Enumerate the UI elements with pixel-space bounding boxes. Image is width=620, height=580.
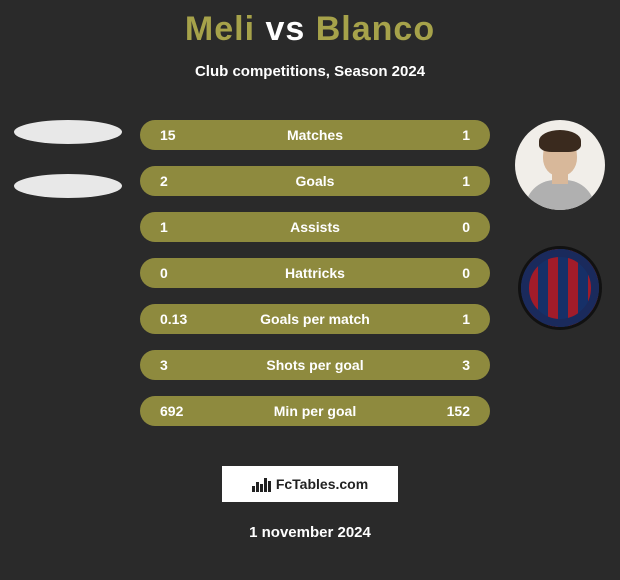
player2-name: Blanco <box>316 10 435 48</box>
player2-avatar <box>515 120 605 210</box>
brand-text: FcTables.com <box>276 476 368 492</box>
stat-right-value: 0 <box>410 219 470 235</box>
stat-label: Min per goal <box>220 403 410 419</box>
stats-area: 15Matches12Goals11Assists00Hattricks00.1… <box>0 120 620 460</box>
left-badges <box>14 120 126 228</box>
stat-right-value: 1 <box>410 127 470 143</box>
stat-row: 3Shots per goal3 <box>140 350 490 380</box>
stat-left-value: 0.13 <box>160 311 220 327</box>
player1-name: Meli <box>185 10 255 48</box>
stat-left-value: 0 <box>160 265 220 281</box>
placeholder-ellipse <box>14 174 122 198</box>
stat-left-value: 3 <box>160 357 220 373</box>
placeholder-ellipse <box>14 120 122 144</box>
stat-label: Hattricks <box>220 265 410 281</box>
stat-row: 0Hattricks0 <box>140 258 490 288</box>
stat-row: 692Min per goal152 <box>140 396 490 426</box>
stat-rows: 15Matches12Goals11Assists00Hattricks00.1… <box>140 120 490 442</box>
title-vs: vs <box>265 10 305 48</box>
footer-date: 1 november 2024 <box>0 524 620 541</box>
stat-left-value: 15 <box>160 127 220 143</box>
stat-right-value: 0 <box>410 265 470 281</box>
stat-row: 1Assists0 <box>140 212 490 242</box>
right-badges <box>510 120 610 330</box>
club-badge-icon <box>518 246 602 330</box>
stat-row: 2Goals1 <box>140 166 490 196</box>
brand-bars-icon <box>252 476 270 492</box>
stat-left-value: 2 <box>160 173 220 189</box>
stat-label: Goals per match <box>220 311 410 327</box>
stat-row: 15Matches1 <box>140 120 490 150</box>
stat-label: Assists <box>220 219 410 235</box>
stat-right-value: 3 <box>410 357 470 373</box>
stat-label: Goals <box>220 173 410 189</box>
stat-right-value: 1 <box>410 311 470 327</box>
stat-right-value: 152 <box>410 403 470 419</box>
subtitle: Club competitions, Season 2024 <box>0 63 620 80</box>
comparison-title: Meli vs Blanco <box>0 0 620 49</box>
stat-left-value: 1 <box>160 219 220 235</box>
stat-label: Shots per goal <box>220 357 410 373</box>
stat-label: Matches <box>220 127 410 143</box>
brand-box: FcTables.com <box>222 466 398 502</box>
stat-left-value: 692 <box>160 403 220 419</box>
stat-row: 0.13Goals per match1 <box>140 304 490 334</box>
stat-right-value: 1 <box>410 173 470 189</box>
